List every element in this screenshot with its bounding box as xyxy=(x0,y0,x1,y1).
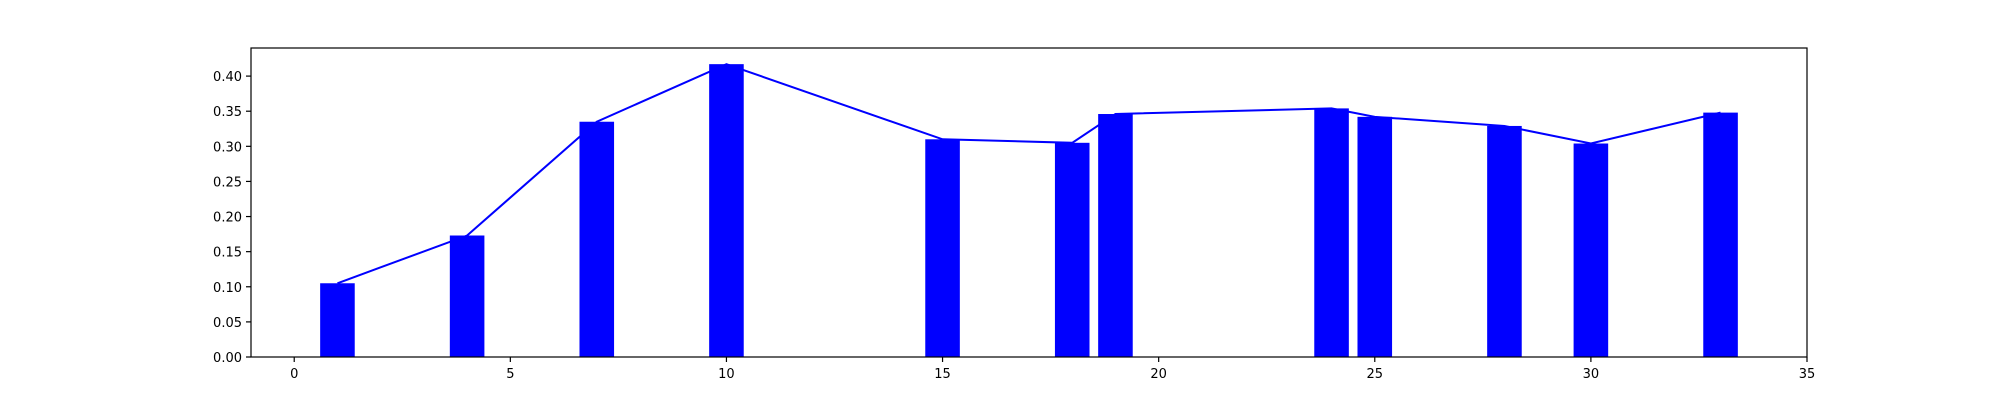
x-tick-label-0: 0 xyxy=(290,367,298,382)
y-tick-label-7: 0.35 xyxy=(213,105,242,120)
x-tick-label-6: 30 xyxy=(1583,367,1600,382)
series-line xyxy=(337,63,1721,285)
y-tick-label-8: 0.40 xyxy=(213,70,242,85)
bars-layer xyxy=(320,64,1738,358)
bar-3 xyxy=(709,64,744,357)
bar-4 xyxy=(925,139,960,357)
y-tick-label-0: 0.00 xyxy=(213,351,242,366)
x-tick-label-3: 15 xyxy=(934,367,951,382)
y-tick-label-1: 0.05 xyxy=(213,316,242,331)
y-ticks: 0.00 0.05 0.10 0.15 0.20 0.25 0.30 0.35 0.40 xyxy=(213,70,251,366)
line-layer xyxy=(337,63,1721,285)
bar-8 xyxy=(1357,116,1393,357)
bar-11 xyxy=(1703,112,1738,357)
x-tick-label-5: 25 xyxy=(1367,367,1384,382)
bar-9 xyxy=(1487,125,1522,357)
bar-10 xyxy=(1573,143,1609,357)
x-tick-label-1: 5 xyxy=(506,367,514,382)
x-tick-label-7: 35 xyxy=(1799,367,1816,382)
y-tick-label-3: 0.15 xyxy=(213,246,242,261)
bar-1 xyxy=(449,235,485,357)
plot-frame xyxy=(250,47,1808,358)
bar-5 xyxy=(1054,142,1090,357)
y-tick-label-6: 0.30 xyxy=(213,140,242,155)
y-tick-label-2: 0.10 xyxy=(213,281,242,296)
y-tick-label-5: 0.25 xyxy=(213,175,242,190)
x-tick-label-4: 20 xyxy=(1150,367,1167,382)
y-tick-label-4: 0.20 xyxy=(213,211,242,226)
bar-7 xyxy=(1314,108,1349,358)
bar-2 xyxy=(579,121,615,357)
axes-layer xyxy=(250,47,1808,358)
bar-0 xyxy=(320,283,355,357)
x-ticks: 0 5 10 15 20 25 30 35 xyxy=(290,357,1815,382)
x-tick-label-2: 10 xyxy=(718,367,735,382)
bar-6 xyxy=(1098,114,1133,357)
